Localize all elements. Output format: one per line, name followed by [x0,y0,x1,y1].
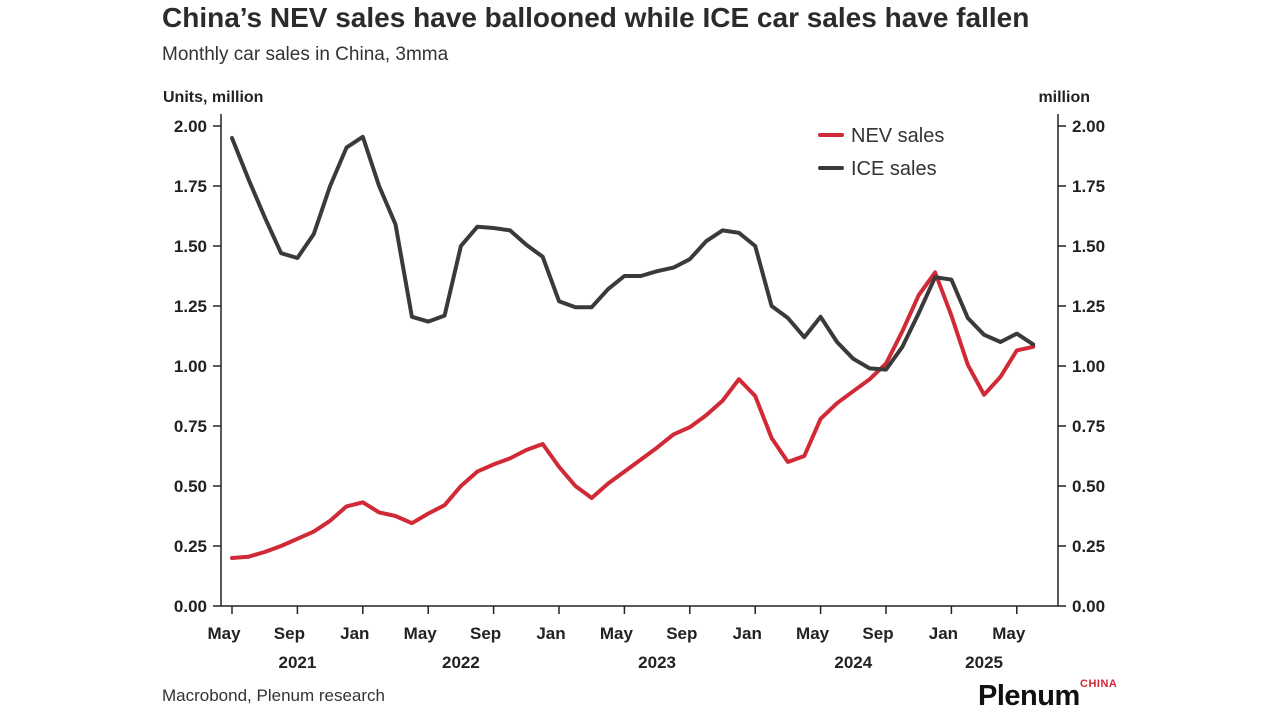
y-tick-label-right: 1.75 [1072,177,1105,196]
x-tick-label: Sep [666,624,697,643]
logo-word: Plenum [978,680,1080,712]
y-tick-label-left: 1.75 [174,177,207,196]
logo-sub: CHINA [1080,678,1118,690]
x-tick-label: Sep [470,624,501,643]
plenum-logo: Plenum CHINA [978,678,1117,713]
series-line-nev-sales [230,270,1036,560]
y-tick-label-right: 0.50 [1072,477,1105,496]
y-tick-label-left: 0.00 [174,597,207,616]
y-axis-title-left: Units, million [163,89,263,106]
y-tick-label-right: 0.75 [1072,417,1105,436]
x-tick-label: May [796,624,830,643]
year-label: 2021 [278,653,316,672]
x-tick-label: Sep [274,624,305,643]
y-tick-label-left: 1.00 [174,357,207,376]
x-tick-label: Jan [929,624,958,643]
chart-subtitle: Monthly car sales in China, 3mma [162,44,449,65]
year-label: 2023 [638,653,676,672]
legend-label: NEV sales [851,125,944,147]
y-tick-label-left: 1.25 [174,297,207,316]
x-tick-label: May [404,624,438,643]
legend-label: ICE sales [851,158,937,180]
x-tick-label: Jan [536,624,565,643]
y-axis-title-right: million [1038,89,1090,106]
y-tick-label-right: 2.00 [1072,117,1105,136]
x-tick-label: Jan [340,624,369,643]
year-label: 2024 [834,653,872,672]
x-tick-label: Sep [862,624,893,643]
y-tick-label-right: 1.00 [1072,357,1105,376]
y-tick-label-left: 0.75 [174,417,207,436]
x-tick-label: Jan [733,624,762,643]
y-tick-label-left: 2.00 [174,117,207,136]
y-tick-label-right: 1.50 [1072,237,1105,256]
x-tick-label: May [207,624,241,643]
x-tick-label: May [600,624,634,643]
y-tick-label-left: 0.50 [174,477,207,496]
series-line-ice-sales [230,134,1036,372]
source-note: Macrobond, Plenum research [162,686,386,705]
chart-title: China’s NEV sales have ballooned while I… [162,2,1030,33]
y-tick-label-left: 0.25 [174,537,207,556]
y-tick-label-left: 1.50 [174,237,207,256]
y-tick-label-right: 0.00 [1072,597,1105,616]
x-tick-label: May [992,624,1026,643]
y-tick-label-right: 1.25 [1072,297,1105,316]
year-label: 2025 [965,653,1003,672]
y-tick-label-right: 0.25 [1072,537,1105,556]
year-label: 2022 [442,653,480,672]
